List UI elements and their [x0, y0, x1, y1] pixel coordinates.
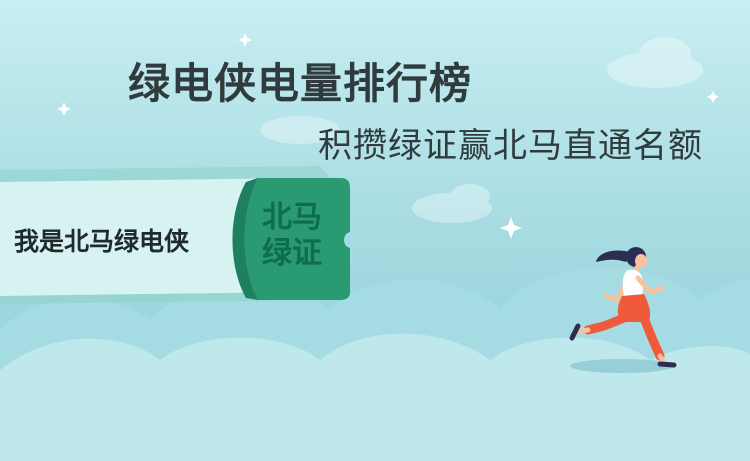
page-subtitle: 积攒绿证赢北马直通名额 [318, 126, 703, 166]
ticket-stub-edge [232, 178, 258, 300]
ticket-stub [243, 178, 350, 300]
cloud-layer-front [0, 333, 750, 461]
cloud-decoration [260, 37, 703, 223]
ticket-stamp-line1: 北马 [262, 200, 322, 235]
ticket-stamp-line2: 绿证 [262, 236, 322, 271]
ticket-label: 我是北马绿电侠 [14, 227, 190, 256]
ticket-body [0, 178, 300, 296]
runner-illustration [569, 247, 677, 368]
page-title: 绿电侠电量排行榜 [128, 59, 473, 108]
runner-shadow [570, 359, 674, 373]
